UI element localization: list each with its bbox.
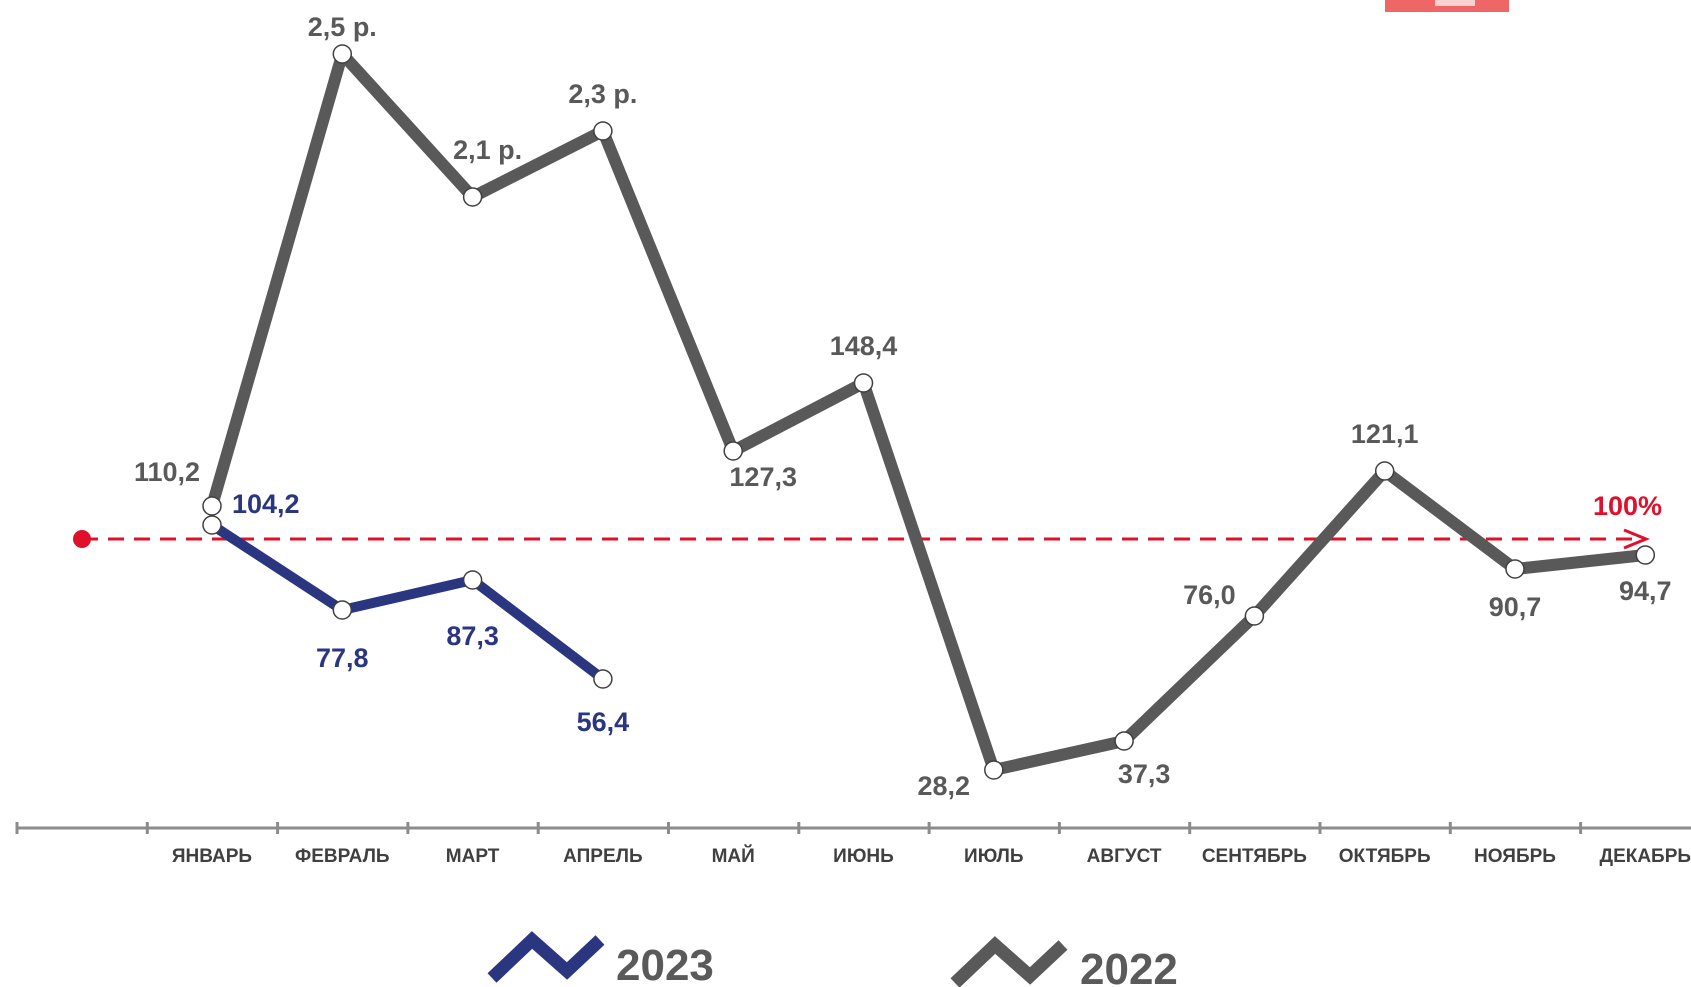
data-point-2022 — [462, 187, 483, 207]
x-tick-label: СЕНТЯБРЬ — [1202, 846, 1307, 867]
reference-line-group: 100% — [73, 491, 1662, 550]
reference-line-arrowhead — [1623, 528, 1650, 550]
legend-item-2023: 2023 — [487, 931, 714, 987]
data-label-2022: 127,3 — [729, 462, 797, 492]
corner-mark-stripe — [1435, 0, 1475, 6]
x-tick-label: АПРЕЛЬ — [563, 846, 642, 867]
data-point-2023 — [332, 600, 353, 620]
data-point-2022 — [593, 121, 613, 141]
legend-swatch-2023 — [487, 931, 605, 983]
data-point-2022 — [1505, 559, 1525, 579]
data-label-2022: 76,0 — [1183, 580, 1236, 610]
data-label-2022: 2,3 р. — [568, 79, 637, 109]
data-label-2022: 2,1 р. — [453, 135, 522, 165]
reference-line-start-dot — [73, 530, 91, 548]
legend-item-2022: 2022 — [950, 936, 1178, 987]
data-label-2022: 94,7 — [1619, 576, 1672, 606]
data-label-2022: 37,3 — [1118, 759, 1171, 789]
data-label-2022: 148,4 — [830, 331, 898, 361]
x-axis: ЯНВАРЬ ФЕВРАЛЬ МАРТ АПРЕЛЬ МАЙ ИЮНЬ ИЮЛЬ АВГУСТ… — [15, 822, 1691, 867]
data-label-2023: 87,3 — [446, 621, 499, 651]
data-point-2022 — [984, 760, 1004, 780]
data-label-2022: 90,7 — [1489, 592, 1542, 622]
reference-line-label: 100% — [1593, 491, 1662, 521]
x-tick-label: ФЕВРАЛЬ — [295, 846, 390, 867]
series-line-2023 — [207, 520, 608, 684]
series-lines — [206, 48, 1652, 776]
data-point-2023 — [462, 570, 483, 590]
data-label-2022: 121,1 — [1351, 419, 1419, 449]
x-tick-label: ЯНВАРЬ — [172, 846, 252, 867]
data-point-2022 — [1635, 545, 1656, 565]
x-tick-label: ОКТЯБРЬ — [1339, 846, 1431, 867]
data-label-2022: 110,2 — [134, 457, 200, 487]
data-label-2022: 2,5 р. — [308, 12, 377, 42]
data-point-2023 — [593, 669, 613, 689]
x-tick-label: МАРТ — [446, 846, 500, 867]
legend: 2023 2022 — [487, 931, 1178, 987]
x-tick-label: НОЯБРЬ — [1474, 846, 1556, 867]
data-label-2022: 28,2 — [918, 771, 971, 801]
data-point-2022 — [853, 373, 874, 393]
x-tick-label: АВГУСТ — [1087, 846, 1162, 867]
data-point-2023 — [202, 515, 222, 535]
data-point-2022 — [1374, 461, 1395, 481]
data-label-2023: 104,2 — [232, 489, 300, 519]
x-tick-label: ДЕКАБРЬ — [1600, 846, 1691, 867]
data-point-2022 — [1244, 606, 1265, 626]
legend-label-2023: 2023 — [616, 941, 714, 987]
x-tick-label: ИЮЛЬ — [964, 846, 1024, 867]
legend-swatch-2022 — [950, 936, 1068, 987]
data-point-2022 — [332, 44, 353, 64]
data-point-2022 — [1114, 731, 1134, 751]
data-point-2022 — [723, 441, 743, 461]
data-markers — [202, 44, 1656, 780]
x-tick-label: МАЙ — [712, 845, 755, 867]
x-tick-label: ИЮНЬ — [833, 846, 894, 867]
legend-label-2022: 2022 — [1080, 945, 1178, 987]
data-label-2023: 56,4 — [577, 707, 630, 737]
data-label-2023: 77,8 — [316, 643, 369, 673]
series-line-2022 — [206, 48, 1652, 776]
data-point-2022 — [202, 496, 222, 516]
data-labels: 110,2 2,5 р. 2,1 р. 2,3 р. 127,3 148,4 28,2 37,… — [134, 12, 1672, 801]
